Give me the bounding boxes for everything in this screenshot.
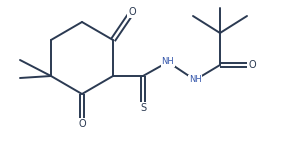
Text: O: O (248, 60, 256, 70)
Text: O: O (128, 7, 136, 17)
Text: NH: NH (162, 58, 174, 66)
Text: S: S (140, 103, 146, 113)
Text: NH: NH (189, 76, 201, 85)
Text: O: O (78, 119, 86, 129)
